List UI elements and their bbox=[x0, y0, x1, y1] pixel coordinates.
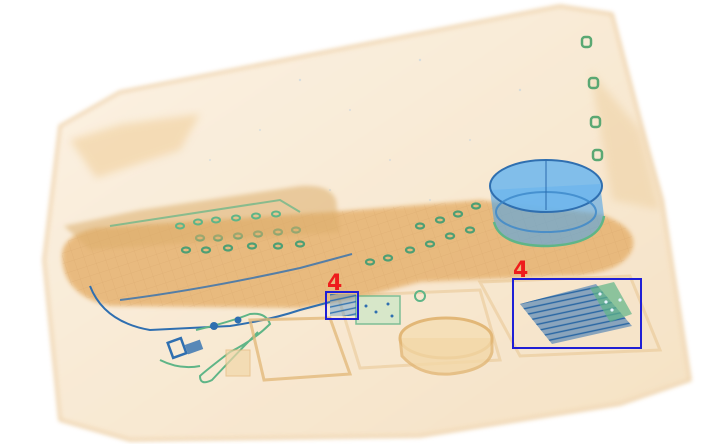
small-electronic-items bbox=[159, 316, 251, 377]
detection-box-1-label: 4 bbox=[327, 271, 342, 296]
center-clustered-parts bbox=[355, 290, 426, 325]
threat-item-small bbox=[330, 294, 356, 316]
detection-box-1-rect bbox=[325, 291, 359, 320]
detection-box-2-rect bbox=[512, 278, 642, 349]
threat-item-battery-pack bbox=[520, 282, 632, 344]
cylinder-container bbox=[489, 159, 606, 248]
right-edge-markers bbox=[580, 35, 604, 162]
round-dish bbox=[398, 316, 494, 376]
detection-box-2: 4 bbox=[512, 258, 642, 349]
upper-slab-object bbox=[64, 185, 340, 250]
detection-box-1: 4 bbox=[325, 271, 359, 320]
detection-box-2-label: 4 bbox=[513, 258, 528, 283]
